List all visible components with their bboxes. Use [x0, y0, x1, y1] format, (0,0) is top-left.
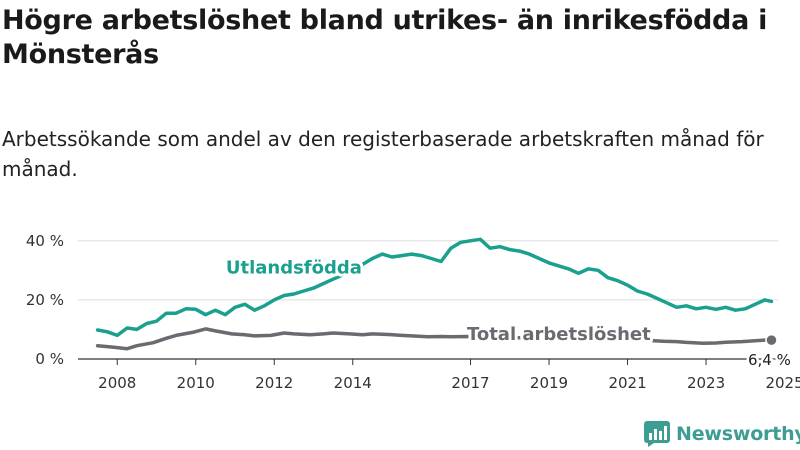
- x-tick-label: 2012: [255, 374, 293, 392]
- bar-chart-logo-icon: [644, 421, 670, 447]
- x-tick-label: 2019: [530, 374, 568, 392]
- brand-logo: Newsworthy: [644, 420, 800, 448]
- x-tick-label: 2023: [687, 374, 725, 392]
- total-end-value-label: 6,4 %: [748, 351, 791, 369]
- x-tick-label: 2017: [451, 374, 489, 392]
- chart-subtitle: Arbetssökande som andel av den registerb…: [2, 127, 764, 181]
- series-line-foreign-born: [95, 237, 774, 338]
- x-tick-label: 2014: [334, 374, 372, 392]
- series-label-total: Total arbetslöshet: [467, 324, 651, 345]
- x-tick-label: 2010: [177, 374, 215, 392]
- chart-title: Högre arbetslöshet bland utrikes- än inr…: [2, 5, 768, 70]
- line-chart: 0 % 20 % 40 % 2008 2010 2012 2014 2017 2019 2021 2…: [26, 232, 800, 392]
- x-tick-label: 2008: [98, 374, 136, 392]
- series-label-foreign-born: Utlandsfödda: [226, 257, 362, 278]
- x-tick-label: 2025: [765, 374, 800, 392]
- brand-name: Newsworthy: [676, 423, 800, 445]
- x-tick-label: 2021: [608, 374, 646, 392]
- y-tick-label: 40 %: [26, 232, 64, 250]
- y-tick-label: 20 %: [26, 291, 64, 309]
- series-line-total: [95, 327, 774, 351]
- y-tick-label: 0 %: [35, 350, 64, 368]
- total-end-marker: [765, 333, 778, 347]
